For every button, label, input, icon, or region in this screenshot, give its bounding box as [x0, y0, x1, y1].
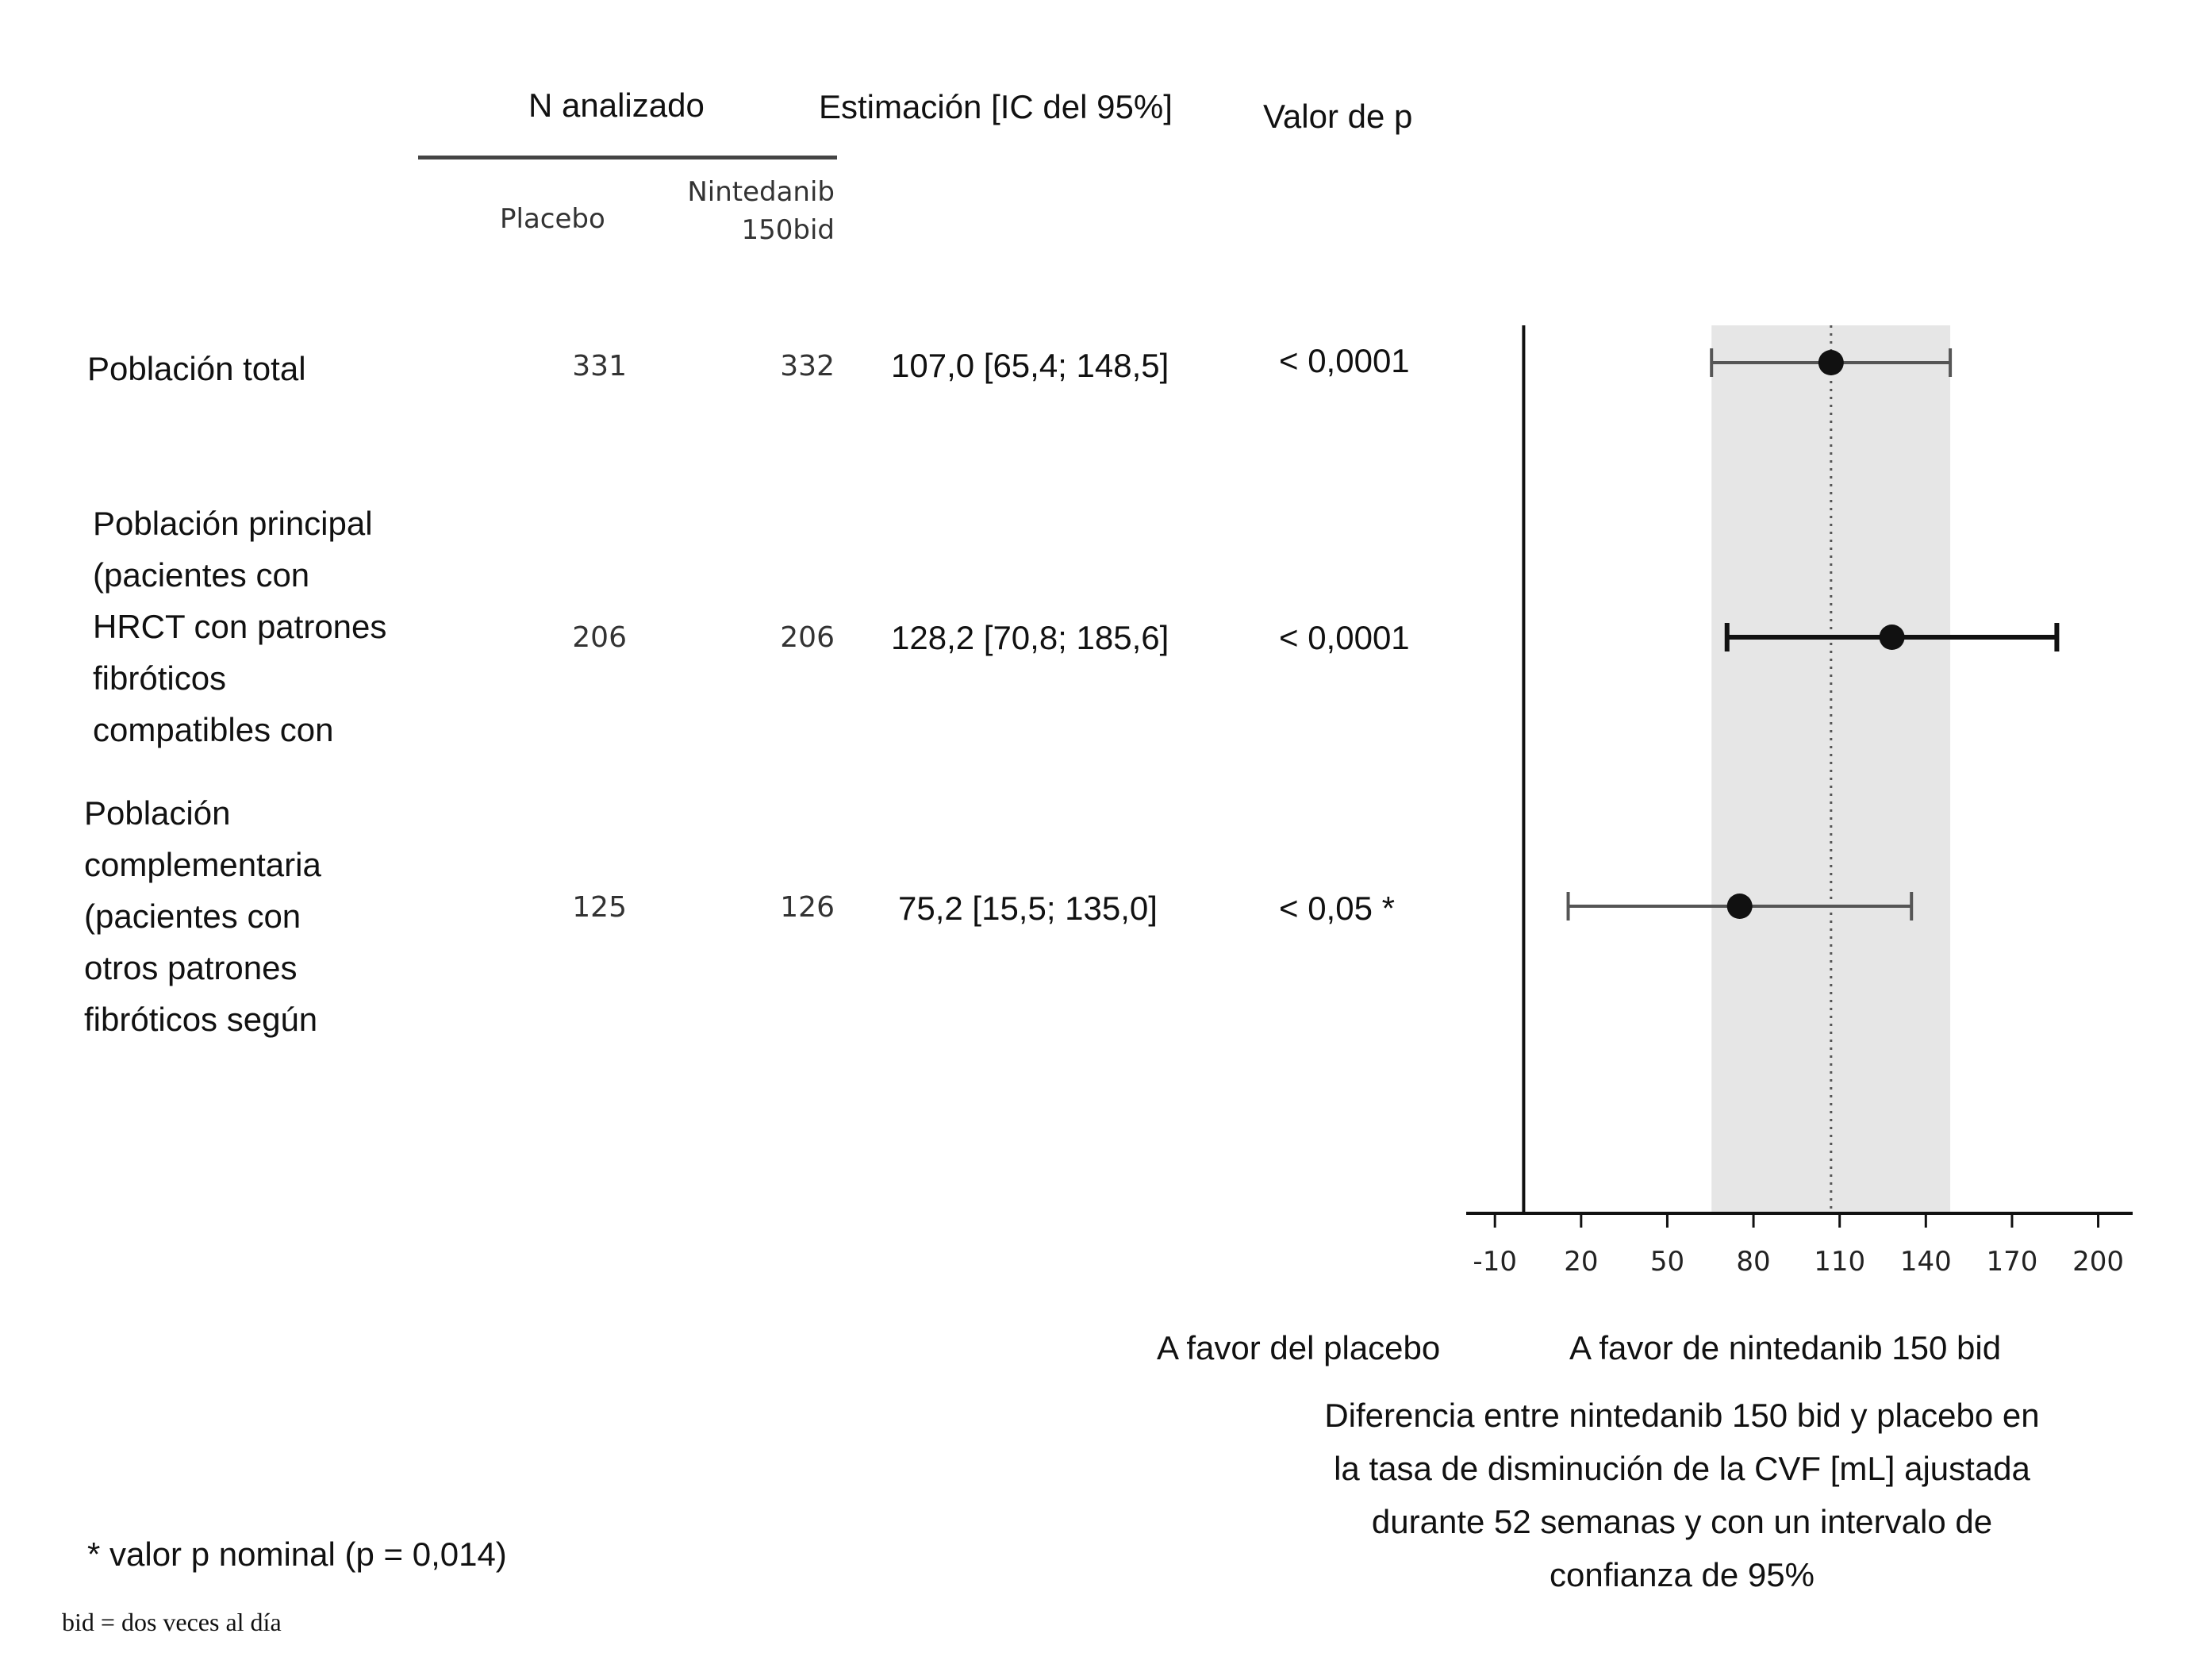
- header-nintedanib: Nintedanib 150bid: [635, 173, 835, 249]
- point-estimate: [1879, 625, 1905, 650]
- favors-placebo-label: A favor del placebo: [1157, 1329, 1441, 1366]
- x-axis-title-line: confianza de 95%: [1550, 1556, 1815, 1593]
- row-estimate: 128,2 [70,8; 185,6]: [891, 619, 1169, 656]
- header-nintedanib-line1: Nintedanib: [687, 176, 835, 208]
- x-tick-label: 170: [1986, 1246, 2037, 1278]
- favors-nintedanib-label: A favor de nintedanib 150 bid: [1569, 1329, 2002, 1366]
- row-p-value: < 0,0001: [1279, 619, 1410, 656]
- row-label-line: HRCT con patrones: [93, 608, 387, 645]
- row-n-nintedanib: 332: [780, 350, 835, 382]
- row-n-nintedanib: 126: [780, 891, 835, 924]
- point-estimate: [1818, 350, 1844, 375]
- row-label-total: Población total: [87, 343, 306, 394]
- row-estimate: 107,0 [65,4; 148,5]: [891, 347, 1169, 384]
- row-p-value: < 0,05 *: [1279, 890, 1395, 927]
- x-tick-label: 140: [1900, 1246, 1952, 1278]
- row-label-line: Población principal: [93, 505, 373, 542]
- row-estimate: 75,2 [15,5; 135,0]: [898, 890, 1158, 927]
- row-p-value: < 0,0001: [1279, 342, 1410, 379]
- point-estimate: [1726, 894, 1753, 919]
- row-label-line: fibróticos: [93, 659, 227, 697]
- row-label-line: complementaria: [84, 846, 321, 883]
- header-estimate: Estimación [IC del 95%]: [819, 88, 1173, 125]
- row-label-principal: Población principal (pacientes con HRCT …: [93, 498, 386, 755]
- x-tick-label: 80: [1736, 1246, 1770, 1278]
- row-label-line: Población total: [87, 350, 306, 387]
- x-tick-label: 110: [1814, 1246, 1865, 1278]
- footnote-bid: bid = dos veces al día: [62, 1608, 282, 1636]
- x-axis-title-line: la tasa de disminución de la CVF [mL] aj…: [1334, 1450, 2030, 1487]
- row-label-line: (pacientes con: [84, 897, 301, 935]
- header-placebo: Placebo: [500, 203, 605, 235]
- footnote-nominal-p: * valor p nominal (p = 0,014): [87, 1535, 507, 1573]
- x-tick-label: 200: [2072, 1246, 2124, 1278]
- x-tick-label: -10: [1473, 1246, 1517, 1278]
- header-p-value: Valor de p: [1263, 98, 1413, 135]
- x-axis-title-line: Diferencia entre nintedanib 150 bid y pl…: [1324, 1397, 2040, 1434]
- header-divider: [418, 156, 837, 159]
- row-n-placebo: 125: [572, 891, 627, 924]
- row-label-line: fibróticos según: [84, 1001, 318, 1038]
- row-n-placebo: 206: [572, 621, 627, 654]
- x-axis-title: Diferencia entre nintedanib 150 bid y pl…: [1246, 1389, 2118, 1601]
- x-axis-title-line: durante 52 semanas y con un intervalo de: [1371, 1503, 1993, 1540]
- header-n-analyzed: N analizado: [528, 86, 705, 124]
- row-label-line: otros patrones: [84, 949, 298, 986]
- row-label-line: (pacientes con: [93, 556, 310, 594]
- x-tick-label: 20: [1564, 1246, 1598, 1278]
- header-nintedanib-line2: 150bid: [741, 214, 835, 246]
- x-tick-label: 50: [1650, 1246, 1684, 1278]
- row-n-nintedanib: 206: [780, 621, 835, 654]
- row-n-placebo: 331: [572, 350, 627, 382]
- row-label-complementaria: Población complementaria (pacientes con …: [84, 787, 321, 1045]
- row-label-line: Población: [84, 794, 231, 832]
- row-label-line: compatibles con: [93, 711, 334, 748]
